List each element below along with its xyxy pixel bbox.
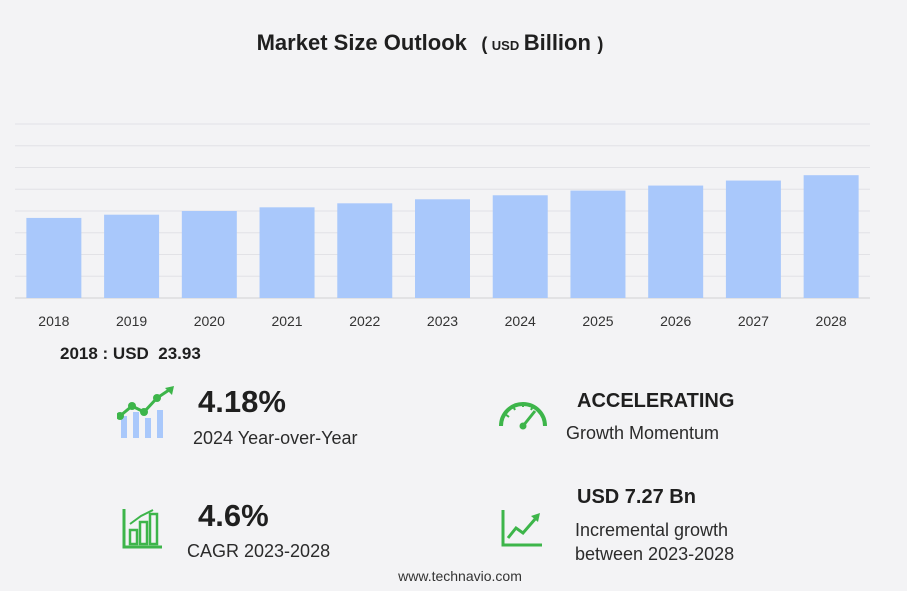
bar-2018: [26, 217, 82, 298]
bar-2026: [648, 185, 704, 298]
bar-trend-icon: [117, 386, 174, 438]
x-tick-label: 2023: [427, 313, 458, 329]
bar-2024: [492, 195, 548, 298]
x-tick-label: 2028: [816, 313, 847, 329]
bar-2025: [570, 190, 626, 298]
x-tick-label: 2022: [349, 313, 380, 329]
yoy-value: 4.18%: [198, 384, 286, 419]
title-close-paren: ): [597, 34, 604, 54]
incremental-value: USD 7.27 Bn: [577, 486, 696, 508]
x-tick-label: 2024: [505, 313, 536, 329]
x-tick-label: 2026: [660, 313, 691, 329]
momentum-label: Growth Momentum: [566, 423, 720, 443]
bar-2027: [725, 180, 781, 298]
bar-2022: [337, 203, 393, 298]
bar-2020: [181, 211, 237, 298]
base-value-label: 2018 : USD 23.93: [60, 344, 201, 363]
incremental-label-1: Incremental growth: [575, 520, 729, 540]
chart-title: Market Size Outlook ( USD Billion ): [0, 30, 860, 56]
bar-chart-icon: [122, 509, 162, 549]
x-tick-label: 2027: [738, 313, 769, 329]
line-growth-icon: [501, 510, 542, 547]
bar-2019: [104, 214, 160, 298]
incremental-label-2: between 2023-2028: [575, 544, 735, 564]
bar-chart: 2018 2019 2020 2021 2022 2023 2024 2025 2026 2027…: [15, 123, 870, 329]
cagr-label: CAGR 2023-2028: [187, 541, 331, 561]
yoy-label: 2024 Year-over-Year: [193, 428, 358, 448]
title-open-paren: (: [481, 34, 488, 54]
speedometer-icon: [499, 402, 547, 430]
bar-2028: [803, 175, 859, 298]
title-main: Market Size Outlook: [256, 30, 467, 55]
footer-url: www.technavio.com: [398, 568, 522, 584]
x-tick-label: 2018: [38, 313, 69, 329]
x-tick-label: 2021: [271, 313, 302, 329]
bar-2021: [259, 207, 315, 298]
x-tick-label: 2020: [194, 313, 225, 329]
title-unit-large: Billion: [523, 30, 591, 55]
title-unit-small: USD: [491, 38, 520, 53]
x-tick-label: 2019: [116, 313, 147, 329]
x-tick-label: 2025: [582, 313, 613, 329]
cagr-value: 4.6%: [198, 498, 269, 533]
momentum-value: ACCELERATING: [577, 390, 735, 412]
bar-2023: [415, 199, 470, 298]
